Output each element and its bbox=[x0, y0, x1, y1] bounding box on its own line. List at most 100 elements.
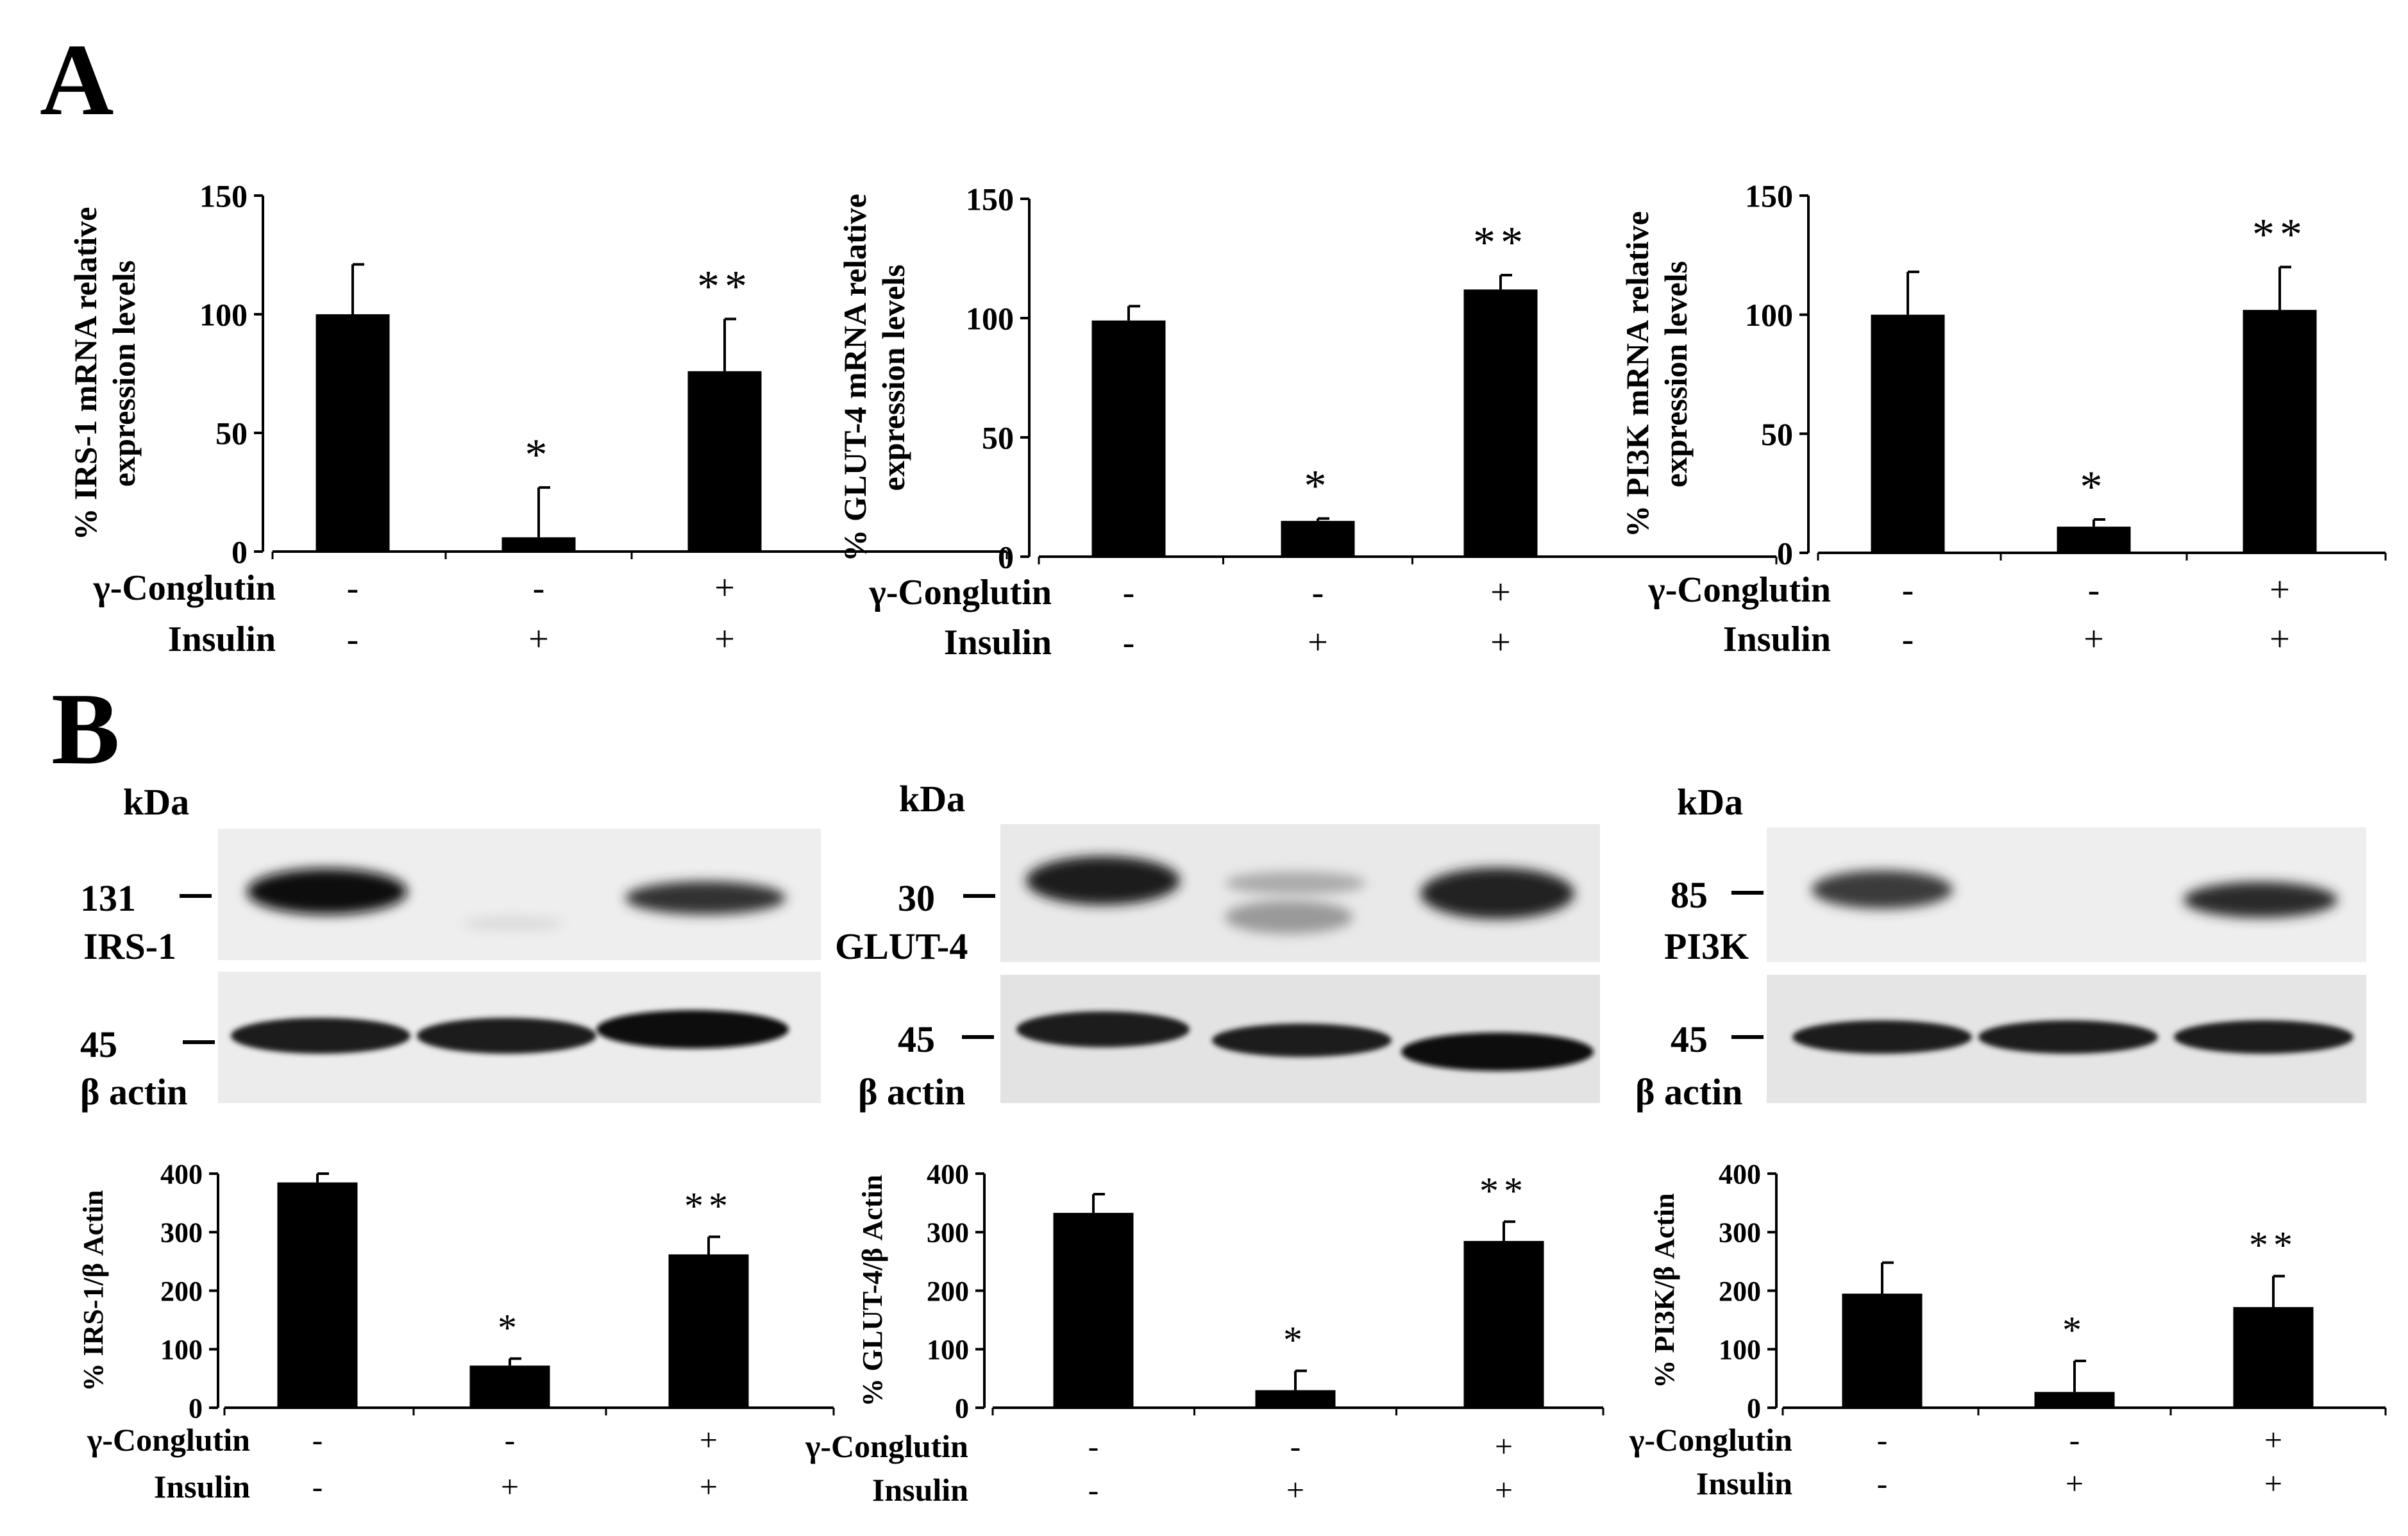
conglutin-sign: + bbox=[2269, 570, 2290, 610]
row-label-insulin: Insulin bbox=[1723, 620, 1831, 659]
marker-label: 30 bbox=[898, 877, 935, 919]
protein-label: β actin bbox=[80, 1071, 188, 1113]
bar bbox=[316, 314, 390, 552]
significance-marker: ** bbox=[1473, 218, 1528, 267]
band bbox=[1016, 1011, 1190, 1047]
significance-marker: ** bbox=[684, 1185, 733, 1228]
conglutin-sign: + bbox=[700, 1422, 718, 1458]
band bbox=[1026, 856, 1180, 905]
insulin-sign: + bbox=[2066, 1465, 2084, 1501]
row-label-conglutin: γ-Conglutin bbox=[1648, 570, 1831, 610]
insulin-sign: - bbox=[1088, 1472, 1099, 1508]
kda-label: kDa bbox=[123, 781, 189, 823]
bar bbox=[668, 1254, 749, 1408]
chart-2: 0 50 100 150 - - * - + ** + + γ-Conglutin Insulin % GL… bbox=[837, 181, 1778, 663]
row-label-conglutin: γ-Conglutin bbox=[805, 1428, 968, 1464]
y-tick-label: 400 bbox=[1719, 1158, 1761, 1190]
y-tick-label: 400 bbox=[160, 1158, 203, 1190]
bar bbox=[2057, 527, 2131, 553]
conglutin-sign: - bbox=[1877, 1422, 1888, 1458]
y-tick-label: 100 bbox=[966, 301, 1014, 337]
significance-marker: ** bbox=[2249, 1224, 2298, 1267]
bar bbox=[2034, 1392, 2115, 1408]
chart-3: 0 50 100 150 - - * - + ** + + γ-Conglutin Insulin % PI… bbox=[1619, 178, 2387, 659]
y-tick-label: 400 bbox=[927, 1158, 969, 1190]
insulin-sign: + bbox=[700, 1469, 718, 1505]
y-tick-label: 0 bbox=[1747, 1392, 1761, 1424]
significance-marker: ** bbox=[2252, 210, 2307, 259]
band bbox=[2184, 882, 2337, 918]
band bbox=[625, 881, 786, 915]
significance-marker: * bbox=[1283, 1319, 1308, 1362]
y-axis-label: expression levels bbox=[1658, 261, 1694, 487]
y-axis-label: % PI3K/β Actin bbox=[1649, 1193, 1680, 1388]
conglutin-sign: - bbox=[1312, 573, 1324, 612]
significance-marker: * bbox=[498, 1306, 522, 1349]
conglutin-sign: - bbox=[1902, 570, 1914, 610]
bar bbox=[1463, 289, 1538, 557]
bar bbox=[2243, 310, 2317, 553]
significance-marker: ** bbox=[697, 262, 752, 311]
insulin-sign: - bbox=[347, 620, 359, 659]
conglutin-sign: - bbox=[505, 1422, 516, 1458]
conglutin-sign: - bbox=[1123, 573, 1135, 612]
marker-label: 85 bbox=[1671, 874, 1708, 916]
conglutin-sign: - bbox=[2069, 1422, 2080, 1458]
protein-label: PI3K bbox=[1664, 925, 1749, 967]
row-label-conglutin: γ-Conglutin bbox=[93, 568, 276, 608]
y-tick-label: 200 bbox=[927, 1276, 969, 1307]
insulin-sign: - bbox=[1123, 623, 1135, 663]
y-tick-label: 100 bbox=[1719, 1334, 1761, 1365]
y-tick-label: 100 bbox=[160, 1334, 203, 1365]
insulin-sign: + bbox=[1490, 623, 1511, 663]
row-label-insulin: Insulin bbox=[872, 1472, 968, 1508]
y-axis-label: expression levels bbox=[875, 264, 911, 491]
row-label-conglutin: γ-Conglutin bbox=[1629, 1422, 1792, 1458]
insulin-sign: - bbox=[1877, 1465, 1888, 1501]
bar bbox=[1255, 1390, 1336, 1408]
marker-label: 131 bbox=[80, 877, 136, 919]
insulin-sign: - bbox=[1902, 620, 1914, 659]
protein-label: IRS-1 bbox=[83, 925, 176, 967]
chart-1: 0 50 100 150 - - * - + ** + + γ-Conglutin Insulin % IR… bbox=[67, 178, 1008, 659]
y-tick-label: 200 bbox=[1719, 1276, 1761, 1307]
chart-4: 0 100 200 300 400 - - * - + ** + + γ-Conglutin Insulin… bbox=[78, 1158, 835, 1505]
conglutin-sign: - bbox=[312, 1422, 323, 1458]
insulin-sign: + bbox=[2264, 1465, 2282, 1501]
band bbox=[231, 1018, 410, 1054]
bar bbox=[687, 371, 762, 552]
insulin-sign: - bbox=[312, 1469, 323, 1505]
insulin-sign: + bbox=[501, 1469, 519, 1505]
band bbox=[1792, 1020, 1972, 1054]
insulin-sign: + bbox=[1308, 623, 1328, 663]
conglutin-sign: - bbox=[2088, 570, 2100, 610]
conglutin-sign: - bbox=[1088, 1428, 1099, 1464]
band bbox=[1225, 872, 1366, 895]
protein-label: β actin bbox=[858, 1071, 966, 1113]
chart-5: 0 100 200 300 400 - - * - + ** + + γ-Conglutin Insulin… bbox=[805, 1158, 1604, 1508]
blot-glut4: kDa 30 GLUT-4 45 β actin bbox=[835, 778, 1600, 1113]
panel-label-a: A bbox=[40, 22, 114, 137]
y-tick-label: 200 bbox=[160, 1276, 203, 1307]
row-label-conglutin: γ-Conglutin bbox=[87, 1422, 250, 1458]
y-tick-label: 0 bbox=[955, 1392, 969, 1424]
band bbox=[1212, 1024, 1392, 1057]
insulin-sign: + bbox=[1286, 1472, 1304, 1508]
chart-6: 0 100 200 300 400 - - * - + ** + + γ-Conglutin Insulin… bbox=[1629, 1158, 2387, 1501]
insulin-sign: + bbox=[1495, 1472, 1513, 1508]
significance-marker: * bbox=[525, 430, 553, 480]
y-tick-label: 0 bbox=[232, 534, 248, 570]
y-axis-label: % IRS-1/β Actin bbox=[78, 1190, 109, 1391]
kda-label: kDa bbox=[1677, 781, 1743, 823]
y-tick-label: 100 bbox=[199, 297, 248, 333]
significance-marker: * bbox=[2080, 462, 2108, 512]
row-label-conglutin: γ-Conglutin bbox=[869, 573, 1052, 612]
significance-marker: * bbox=[2062, 1309, 2087, 1351]
panel-label-b: B bbox=[51, 671, 120, 786]
bar bbox=[1842, 1294, 1923, 1408]
protein-label: GLUT-4 bbox=[835, 925, 968, 967]
conglutin-sign: - bbox=[1290, 1428, 1301, 1464]
y-tick-label: 300 bbox=[927, 1217, 969, 1249]
blot-irs1: kDa 131 IRS-1 45 β actin bbox=[80, 781, 821, 1113]
